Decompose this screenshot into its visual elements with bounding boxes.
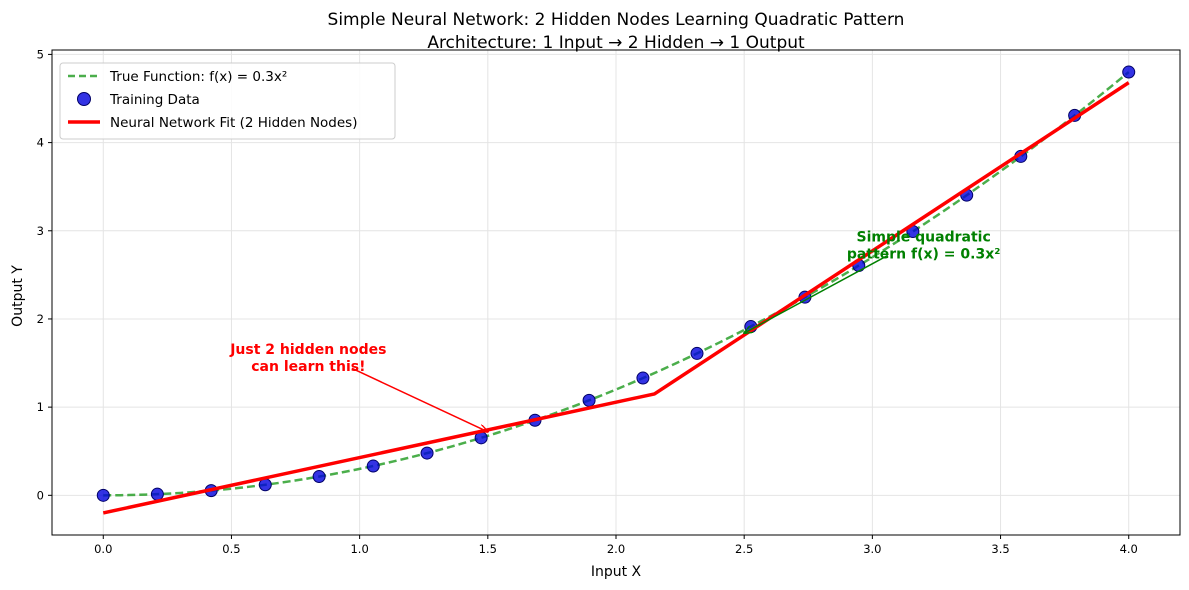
y-tick-label: 2 xyxy=(37,312,44,326)
annotation-text: Just 2 hidden nodes xyxy=(229,342,386,358)
true-function-line xyxy=(103,71,1130,497)
chart-title-line2: Architecture: 1 Input → 2 Hidden → 1 Out… xyxy=(427,33,805,53)
annotation-text: Simple quadratic xyxy=(857,229,991,245)
axis-ticks: 0.0 0.5 1.0 1.5 2.0 2.5 3.0 3.5 4.0 0 1 2 3 4 5 xyxy=(37,47,1138,556)
y-tick-label: 3 xyxy=(37,224,44,238)
chart-title-line1: Simple Neural Network: 2 Hidden Nodes Le… xyxy=(328,10,905,30)
legend-training-data-label: Training Data xyxy=(109,92,200,108)
y-tick-label: 4 xyxy=(37,136,44,150)
x-tick-label: 0.0 xyxy=(94,542,112,556)
training-data-point xyxy=(96,488,110,502)
legend: True Function: f(x) = 0.3x² Training Dat… xyxy=(59,62,396,140)
plot-area xyxy=(96,65,1136,515)
x-tick-label: 2.5 xyxy=(735,542,753,556)
y-axis-label: Output Y xyxy=(10,265,26,327)
x-axis-label: Input X xyxy=(591,564,642,580)
grid-lines xyxy=(52,50,1180,535)
nn-fit-line xyxy=(102,81,1130,515)
training-data-point xyxy=(366,459,380,473)
x-tick-label: 1.0 xyxy=(350,542,368,556)
x-tick-label: 2.0 xyxy=(607,542,625,556)
x-tick-label: 0.5 xyxy=(222,542,240,556)
annotation-text: can learn this! xyxy=(251,359,365,375)
annotation-text: pattern f(x) = 0.3x² xyxy=(847,246,1000,262)
annotation-arrow xyxy=(744,254,889,333)
x-tick-label: 3.0 xyxy=(863,542,881,556)
training-data-point xyxy=(150,487,164,501)
legend-true-function-label: True Function: f(x) = 0.3x² xyxy=(109,69,287,85)
training-data-point xyxy=(420,446,434,460)
training-data-point xyxy=(636,371,650,385)
training-data-point xyxy=(690,346,704,360)
y-tick-label: 1 xyxy=(37,400,44,414)
legend-training-data-swatch xyxy=(77,92,91,106)
training-data-point xyxy=(1122,65,1136,79)
y-tick-label: 5 xyxy=(37,47,44,61)
x-tick-label: 4.0 xyxy=(1120,542,1138,556)
legend-box xyxy=(59,62,396,140)
y-tick-label: 0 xyxy=(37,488,44,502)
x-tick-label: 3.5 xyxy=(991,542,1009,556)
x-tick-label: 1.5 xyxy=(479,542,497,556)
annotation-arrow xyxy=(351,367,488,431)
training-data-point xyxy=(312,470,326,484)
training-data-point xyxy=(582,393,596,407)
legend-nn-fit-label: Neural Network Fit (2 Hidden Nodes) xyxy=(110,115,357,131)
